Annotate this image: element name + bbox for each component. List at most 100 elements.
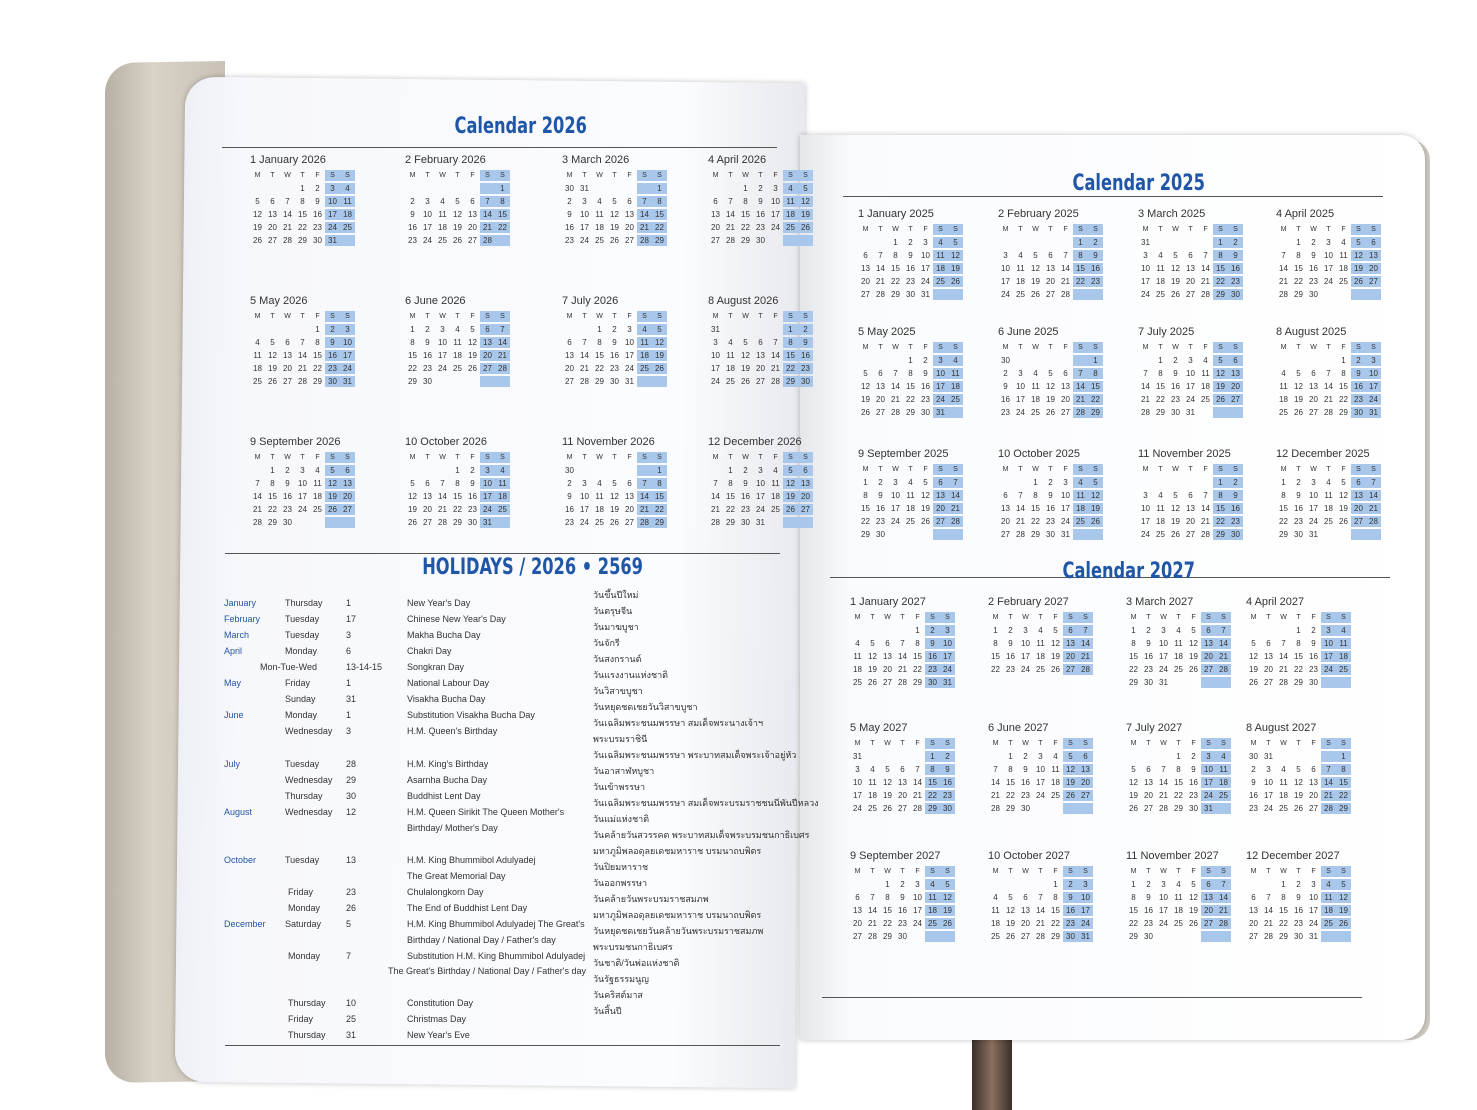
- day-cell: 13: [1144, 778, 1153, 787]
- day-cell: 21: [1321, 790, 1336, 801]
- day-cell: 18: [726, 364, 735, 373]
- day-cell: 20: [1061, 395, 1070, 404]
- day-cell: 12: [1339, 491, 1348, 500]
- day-cell: 22: [1294, 277, 1303, 286]
- day-cell: [723, 324, 738, 335]
- day-cell: 12: [1189, 639, 1198, 648]
- day-cell: 26: [1339, 517, 1348, 526]
- day-cell: 6: [1063, 625, 1078, 636]
- month-name: 7 July 2027: [1126, 722, 1183, 734]
- day-cell: 6: [627, 197, 632, 206]
- holiday-day: Wednesday: [285, 775, 333, 785]
- day-cell: 19: [798, 209, 813, 220]
- day-cell: [622, 183, 637, 194]
- day-cell: 16: [940, 777, 955, 788]
- weekday-header: M: [712, 454, 719, 461]
- day-cell: 14: [991, 778, 1000, 787]
- day-cell: 1: [652, 465, 667, 476]
- day-cell: 13: [1264, 652, 1273, 661]
- day-cell: 21: [1159, 791, 1168, 800]
- day-cell: 29: [913, 678, 922, 687]
- day-cell: 18: [595, 223, 604, 232]
- day-cell: 15: [861, 504, 870, 513]
- weekday-header: M: [1280, 466, 1287, 473]
- day-cell: 20: [1021, 919, 1030, 928]
- day-cell: [1156, 751, 1171, 762]
- weekday-header: S: [1063, 866, 1078, 877]
- day-cell: 17: [1141, 517, 1150, 526]
- weekday-header: S: [637, 452, 652, 463]
- weekday-header: F: [1341, 344, 1346, 351]
- day-cell: 27: [1309, 804, 1318, 813]
- day-cell: 23: [1309, 277, 1318, 286]
- weekday-header: W: [742, 172, 749, 179]
- day-cell: [1366, 529, 1381, 540]
- day-cell: 16: [313, 210, 322, 219]
- right-page: [800, 135, 1425, 1040]
- day-cell: 22: [652, 504, 667, 515]
- weekday-header: W: [1280, 740, 1287, 747]
- day-cell: 25: [1051, 791, 1060, 800]
- day-grid: M T W T F S S 1 2 3 4 5 6 7 8 9 10 11 12 13 14 15 16 17 18 19 20 21…: [1126, 738, 1251, 814]
- day-cell: 3: [1366, 355, 1381, 366]
- day-cell: 28: [1141, 408, 1150, 417]
- day-cell: 16: [741, 492, 750, 501]
- day-cell: [888, 355, 903, 366]
- day-cell: 10: [756, 479, 765, 488]
- day-cell: 25: [1174, 665, 1183, 674]
- day-cell: 15: [1174, 778, 1183, 787]
- day-cell: [1018, 879, 1033, 890]
- day-cell: 22: [1213, 276, 1228, 287]
- day-cell: 17: [1159, 652, 1168, 661]
- day-cell: 14: [891, 382, 900, 391]
- day-cell: 17: [756, 492, 765, 501]
- day-cell: 15: [906, 382, 915, 391]
- holiday-month: June: [224, 710, 244, 720]
- day-cell: 21: [253, 505, 262, 514]
- day-cell: 17: [340, 350, 355, 361]
- day-cell: 16: [756, 210, 765, 219]
- day-cell: 28: [1321, 803, 1336, 814]
- day-cell: 29: [1339, 408, 1348, 417]
- day-cell: 28: [298, 377, 307, 386]
- day-cell: [637, 465, 652, 476]
- weekday-header: T: [1146, 614, 1151, 621]
- day-cell: 25: [783, 222, 798, 233]
- weekday-header: T: [728, 313, 733, 320]
- day-cell: 26: [1171, 290, 1180, 299]
- day-cell: 12: [861, 382, 870, 391]
- day-cell: [495, 376, 510, 387]
- weekday-header: S: [1351, 342, 1366, 353]
- day-cell: 27: [933, 516, 948, 527]
- weekday-header: M: [1130, 614, 1137, 621]
- day-cell: 5: [798, 183, 813, 194]
- weekday-header: M: [712, 313, 719, 320]
- day-cell: 1: [743, 184, 748, 193]
- weekday-header: T: [1018, 466, 1023, 473]
- day-cell: 17: [940, 651, 955, 662]
- month-calendar: 6 June 2026 M T W T F S S 1 2 3 4 5 6 7 8 9 10 11 12 13 14 15 1…: [405, 295, 530, 387]
- day-cell: 9: [1191, 765, 1196, 774]
- day-cell: 30: [1189, 804, 1198, 813]
- day-cell: 24: [891, 517, 900, 526]
- day-cell: 2: [1146, 626, 1151, 635]
- month-name: 4 April 2027: [1246, 596, 1305, 608]
- day-cell: 3: [340, 324, 355, 335]
- day-cell: 17: [1061, 504, 1070, 513]
- day-cell: [1168, 237, 1183, 248]
- day-cell: 25: [1174, 919, 1183, 928]
- day-cell: 26: [1294, 408, 1303, 417]
- weekday-header: M: [1250, 868, 1257, 875]
- month-name: 6 June 2025: [998, 326, 1059, 338]
- day-cell: [1048, 803, 1063, 814]
- month-name: 10 October 2027: [988, 850, 1070, 862]
- day-cell: 9: [1146, 893, 1151, 902]
- day-cell: 31: [1264, 752, 1273, 761]
- day-cell: 8: [863, 491, 868, 500]
- day-cell: 4: [773, 466, 778, 475]
- weekday-header: S: [1351, 224, 1366, 235]
- holiday-month: April: [224, 646, 243, 656]
- month-name: 5 May 2025: [858, 326, 916, 338]
- day-cell: 11: [595, 492, 604, 501]
- holiday-name: Chinese New Year's Day: [407, 614, 506, 624]
